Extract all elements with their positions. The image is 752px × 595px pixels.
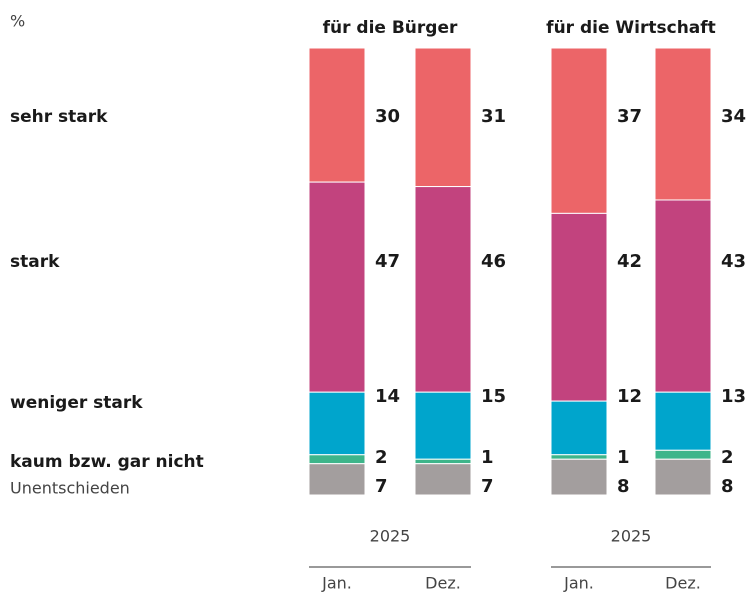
value-label: 46 [481, 251, 506, 272]
bar-segment [550, 47, 608, 214]
value-label: 13 [721, 386, 746, 407]
bar-segment [550, 458, 608, 496]
bar-segment [550, 400, 608, 456]
legend-label: kaum bzw. gar nicht [10, 452, 204, 472]
value-label: 31 [481, 106, 506, 127]
bar-segment [414, 391, 472, 460]
value-label: 42 [617, 251, 642, 272]
value-label: 8 [721, 476, 734, 497]
bar-segment [414, 186, 472, 393]
value-label: 47 [375, 251, 400, 272]
value-label: 2 [375, 447, 388, 468]
value-label: 7 [375, 476, 388, 497]
column-label: Jan. [321, 574, 352, 593]
bar-segment [414, 47, 472, 188]
column-label: Dez. [425, 574, 461, 593]
bar-segment [308, 181, 366, 393]
bar-segment [308, 47, 366, 183]
value-label: 37 [617, 106, 642, 127]
legend-label: sehr stark [10, 107, 108, 127]
bar-segment [654, 458, 712, 496]
column-label: Jan. [563, 574, 594, 593]
group-title: für die Wirtschaft [546, 18, 716, 38]
value-label: 14 [375, 386, 400, 407]
legend-label: weniger stark [10, 393, 143, 413]
year-label: 2025 [611, 527, 652, 546]
value-label: 7 [481, 476, 494, 497]
value-label: 12 [617, 386, 642, 407]
value-label: 43 [721, 251, 746, 272]
bar-segment [308, 391, 366, 456]
bar-segment [654, 199, 712, 393]
legend-label: stark [10, 252, 60, 272]
value-label: 1 [481, 447, 494, 468]
bar-segment [654, 449, 712, 460]
unit-label: % [10, 12, 25, 31]
bar-segment [550, 454, 608, 460]
legend-label: Unentschieden [10, 479, 130, 498]
value-label: 30 [375, 106, 400, 127]
value-label: 2 [721, 447, 734, 468]
value-label: 34 [721, 106, 746, 127]
column-label: Dez. [665, 574, 701, 593]
value-label: 15 [481, 386, 506, 407]
bar-segment [414, 458, 472, 465]
value-label: 8 [617, 476, 630, 497]
bar-segment [654, 391, 712, 451]
bar-segment [414, 463, 472, 496]
bar-segment [550, 212, 608, 402]
value-label: 1 [617, 447, 630, 468]
bar-segment [654, 47, 712, 201]
bar-segment [308, 463, 366, 496]
group-title: für die Bürger [323, 18, 458, 38]
year-label: 2025 [370, 527, 411, 546]
bar-segment [308, 454, 366, 465]
